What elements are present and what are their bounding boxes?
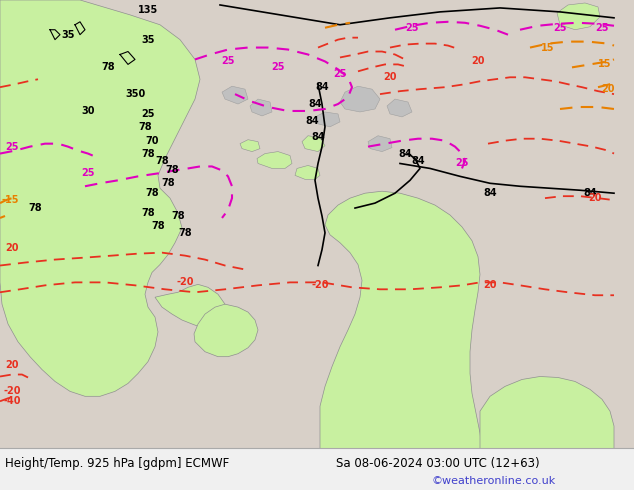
Text: 25: 25 bbox=[405, 23, 418, 33]
Polygon shape bbox=[155, 284, 228, 327]
Text: -20: -20 bbox=[311, 280, 329, 291]
Polygon shape bbox=[387, 99, 412, 117]
Text: 20: 20 bbox=[483, 280, 497, 291]
Text: 20: 20 bbox=[383, 73, 397, 82]
Text: 25: 25 bbox=[221, 56, 235, 67]
Text: 350: 350 bbox=[125, 89, 145, 99]
Text: 70: 70 bbox=[145, 136, 158, 146]
Text: 78: 78 bbox=[165, 166, 179, 175]
Text: 30: 30 bbox=[81, 106, 94, 116]
Text: 25: 25 bbox=[5, 142, 19, 151]
Text: 25: 25 bbox=[455, 158, 469, 169]
Polygon shape bbox=[222, 86, 248, 104]
Text: 25: 25 bbox=[595, 23, 609, 33]
Text: 84: 84 bbox=[583, 188, 597, 198]
Text: 84: 84 bbox=[308, 99, 322, 109]
Text: 84: 84 bbox=[398, 148, 412, 159]
Text: 78: 78 bbox=[28, 203, 42, 213]
Polygon shape bbox=[250, 99, 272, 116]
Polygon shape bbox=[557, 3, 600, 30]
Polygon shape bbox=[194, 304, 258, 357]
Text: 84: 84 bbox=[483, 188, 497, 198]
Text: 78: 78 bbox=[141, 208, 155, 218]
Text: ©weatheronline.co.uk: ©weatheronline.co.uk bbox=[431, 476, 555, 486]
Text: 78: 78 bbox=[141, 148, 155, 159]
Polygon shape bbox=[240, 140, 260, 151]
Polygon shape bbox=[320, 191, 482, 451]
Polygon shape bbox=[368, 136, 392, 151]
Text: -20: -20 bbox=[176, 277, 194, 287]
Text: Height/Temp. 925 hPa [gdpm] ECMWF: Height/Temp. 925 hPa [gdpm] ECMWF bbox=[5, 457, 230, 469]
Text: 20: 20 bbox=[5, 360, 19, 369]
Polygon shape bbox=[315, 112, 340, 127]
Text: -20: -20 bbox=[3, 386, 21, 396]
Text: 78: 78 bbox=[138, 122, 152, 132]
Text: 78: 78 bbox=[151, 221, 165, 231]
Text: 35: 35 bbox=[141, 35, 155, 45]
Text: 15: 15 bbox=[541, 43, 555, 52]
Text: 25: 25 bbox=[271, 62, 285, 73]
Text: 20: 20 bbox=[5, 243, 19, 253]
Text: 78: 78 bbox=[155, 155, 169, 166]
Polygon shape bbox=[295, 166, 320, 179]
Text: -40: -40 bbox=[3, 396, 21, 406]
Text: 25: 25 bbox=[553, 23, 567, 33]
Polygon shape bbox=[340, 86, 380, 112]
Polygon shape bbox=[257, 151, 292, 169]
Text: 78: 78 bbox=[101, 62, 115, 73]
Text: 25: 25 bbox=[333, 69, 347, 79]
Text: 78: 78 bbox=[161, 178, 175, 188]
Text: 135: 135 bbox=[138, 5, 158, 15]
Text: Sa 08-06-2024 03:00 UTC (12+63): Sa 08-06-2024 03:00 UTC (12+63) bbox=[336, 457, 540, 469]
Polygon shape bbox=[0, 0, 200, 396]
Text: 84: 84 bbox=[311, 132, 325, 142]
Text: -15: -15 bbox=[1, 195, 19, 205]
Text: 35: 35 bbox=[61, 30, 75, 40]
Text: 78: 78 bbox=[145, 188, 158, 198]
Text: 20: 20 bbox=[471, 56, 485, 67]
Text: 84: 84 bbox=[315, 82, 329, 92]
Text: 20: 20 bbox=[601, 84, 615, 94]
Text: 78: 78 bbox=[178, 228, 192, 238]
Polygon shape bbox=[302, 136, 325, 151]
Text: 25: 25 bbox=[141, 109, 155, 119]
Text: 84: 84 bbox=[305, 116, 319, 126]
Text: 84: 84 bbox=[411, 155, 425, 166]
Text: 25: 25 bbox=[81, 169, 94, 178]
Polygon shape bbox=[480, 376, 614, 451]
Text: 20: 20 bbox=[588, 193, 602, 203]
Text: 15: 15 bbox=[598, 59, 612, 70]
Text: 78: 78 bbox=[171, 211, 185, 221]
